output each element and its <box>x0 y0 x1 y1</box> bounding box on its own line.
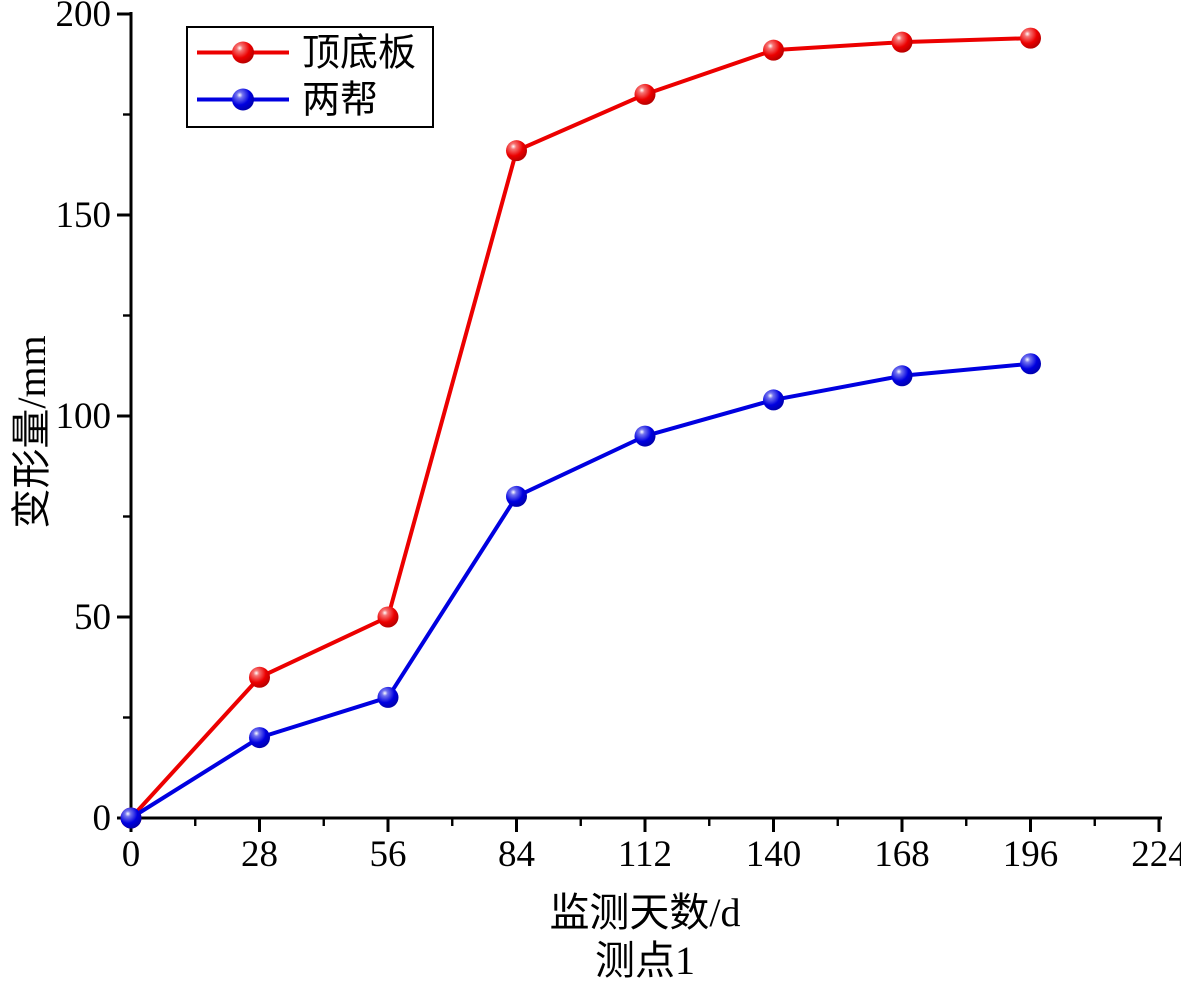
series-1-marker <box>1020 353 1041 375</box>
y-tick-label: 0 <box>93 798 112 839</box>
x-tick-label: 84 <box>498 834 535 875</box>
series-0-marker <box>249 666 270 688</box>
x-tick-label: 168 <box>874 834 930 875</box>
x-tick-label: 112 <box>618 834 672 875</box>
y-tick-label: 150 <box>56 195 112 236</box>
y-axis-title: 变形量/mm <box>9 335 54 529</box>
x-tick-label: 28 <box>241 834 278 875</box>
series-1-marker <box>634 425 656 447</box>
legend-marker <box>232 88 254 111</box>
y-tick-label: 50 <box>74 597 111 638</box>
series-0-marker <box>763 39 784 61</box>
legend-marker <box>232 41 254 64</box>
series-1-marker <box>891 365 913 387</box>
legend-label: 顶底板 <box>302 33 416 75</box>
legend-box <box>186 26 434 128</box>
x-tick-label: 56 <box>370 834 407 875</box>
series-1-line <box>129 361 1033 820</box>
y-tick-label: 100 <box>56 396 112 437</box>
series-0-marker <box>1020 27 1041 49</box>
series-0-marker <box>891 31 913 53</box>
series-0-line <box>129 36 1033 820</box>
series-1-marker <box>249 727 270 749</box>
series-0-marker <box>634 83 656 105</box>
series-0-marker <box>377 606 399 628</box>
series-1-marker <box>120 807 142 829</box>
series-1-marker <box>763 389 784 411</box>
x-tick-label: 140 <box>746 834 802 875</box>
series-1-marker <box>377 686 399 708</box>
x-tick-label: 196 <box>1003 834 1059 875</box>
x-tick-label: 0 <box>122 834 141 875</box>
x-tick-label: 224 <box>1131 834 1181 875</box>
series-1-marker <box>506 485 527 507</box>
chart-subtitle: 测点1 <box>595 938 695 983</box>
y-tick-label: 200 <box>56 0 112 35</box>
x-axis-title: 监测天数/d <box>549 890 741 935</box>
legend-label: 两帮 <box>302 80 378 122</box>
series-0-marker <box>506 140 527 162</box>
